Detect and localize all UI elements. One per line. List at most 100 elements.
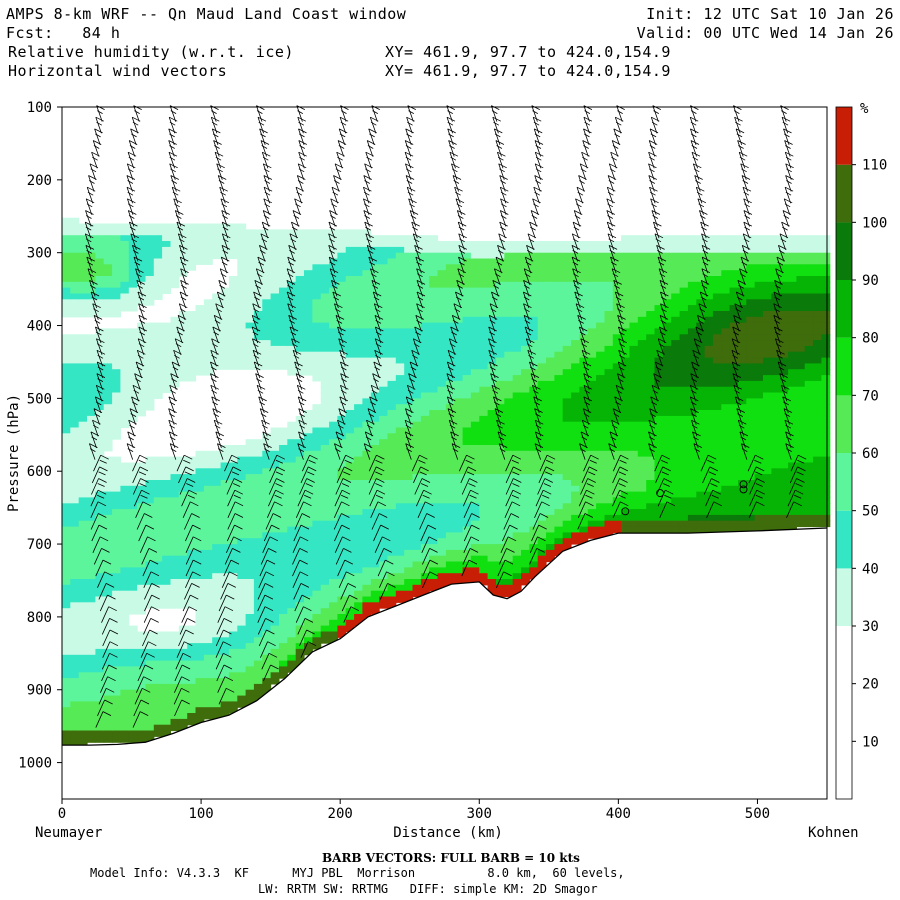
rh-cell [512,480,522,487]
rh-cell [654,445,664,452]
rh-cell [195,503,205,510]
rh-cell [320,462,330,469]
rh-cell [95,573,105,580]
rh-cell [62,596,71,603]
rh-cell [671,468,681,475]
rh-cell [596,293,605,300]
rh-cell [95,544,105,551]
rh-cell [362,427,372,434]
rh-cell [178,497,188,504]
rh-cell [162,666,171,673]
rh-cell [145,509,155,516]
rh-cell [562,340,572,347]
rh-cell [521,468,530,475]
rh-cell [370,421,380,429]
rh-cell [504,380,514,388]
rh-cell [287,503,297,510]
rh-cell [187,701,197,708]
rh-cell [62,579,71,586]
rh-cell [337,334,347,341]
rh-cell [362,334,372,341]
rh-cell [337,252,347,260]
rh-cell [337,614,347,621]
rh-cell [70,631,80,638]
rh-cell [137,363,146,370]
rh-cell [279,322,288,329]
rh-cell [637,427,647,434]
rh-cell [70,695,80,702]
rh-cell [704,520,714,528]
rh-cell [612,345,622,353]
rh-cell [279,480,288,487]
rh-cell [437,351,447,359]
rh-cell [420,305,430,312]
rh-cell [612,410,622,417]
rh-cell [320,590,330,598]
rh-cell [562,456,572,463]
rh-cell [62,625,71,632]
rh-cell [128,590,138,598]
rh-cell [621,480,630,487]
rh-cell [137,462,146,469]
rh-cell [612,485,622,493]
rh-cell [212,503,222,510]
rh-cell [337,514,347,522]
rh-cell [137,520,146,528]
rh-cell [537,439,547,446]
rh-cell [462,514,472,522]
rh-cell [504,579,514,586]
rh-cell [295,538,305,545]
rh-cell [354,328,363,335]
rh-cell [95,462,105,469]
rh-cell [78,678,88,685]
rh-cell [521,340,530,347]
rh-cell [287,363,297,370]
rh-cell [512,415,522,423]
rh-cell [646,497,656,504]
rh-cell [437,258,447,265]
rh-cell [62,252,71,260]
rh-cell [220,345,230,353]
rh-cell [354,404,363,411]
rh-cell [354,293,363,300]
rh-cell [487,427,497,434]
rh-cell [571,485,580,493]
rh-cell [496,579,505,586]
rh-cell [170,363,180,370]
rh-cell [337,584,347,592]
rh-cell [237,322,247,329]
rh-cell [470,386,480,394]
rh-cell [329,351,338,359]
rh-cell [554,264,564,271]
rh-cell [662,386,672,394]
rh-cell [420,480,430,487]
rh-cell [387,264,397,271]
rh-cell [170,648,180,656]
rh-cell [671,491,681,498]
rh-cell [87,433,96,440]
rh-cell [220,683,230,691]
rh-cell [329,421,338,429]
rh-cell [562,252,572,260]
rh-cell [270,351,280,359]
rh-cell [212,363,222,370]
rh-cell [245,246,255,254]
rh-cell [178,672,188,679]
rh-cell [579,299,589,306]
rh-cell [145,252,155,260]
rh-cell [170,258,180,265]
rh-cell [62,241,71,248]
rh-cell [345,345,355,353]
rh-cell [362,235,372,242]
rh-cell [279,351,288,359]
rh-cell [362,608,372,615]
rh-cell [437,276,447,283]
rh-cell [437,532,447,539]
rh-cell [145,689,155,697]
rh-cell [587,363,597,370]
rh-cell [637,270,647,277]
rh-cell [103,369,113,376]
rh-cell [304,514,313,522]
rh-cell [287,643,297,650]
rh-cell [220,241,230,248]
